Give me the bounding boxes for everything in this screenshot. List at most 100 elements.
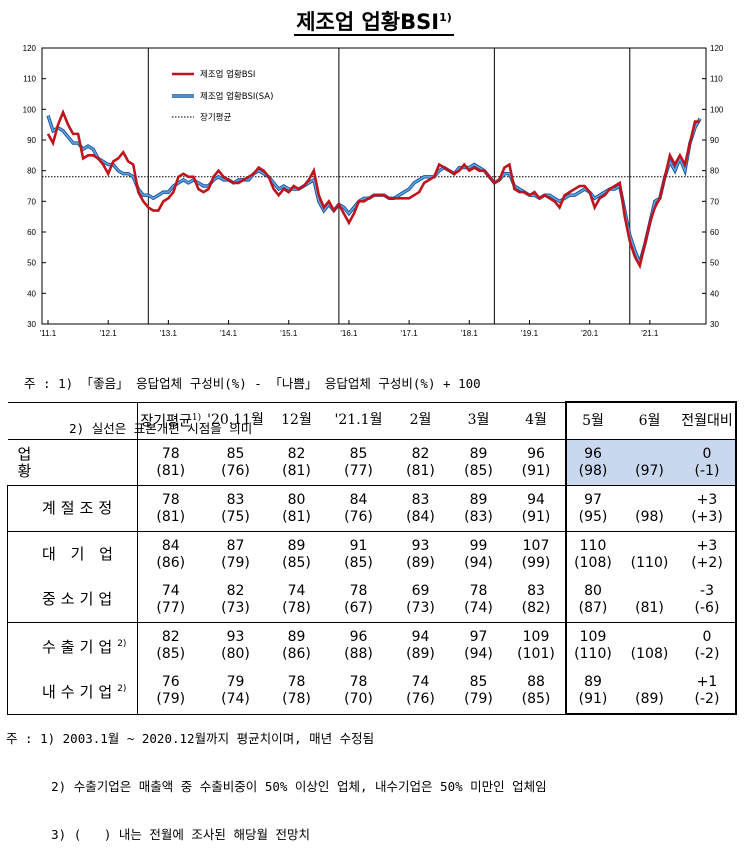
table-cell: (108) <box>619 622 680 668</box>
header-col-4: 2월 <box>391 401 450 440</box>
table-cell: 83 (75) <box>203 485 268 532</box>
table-cell: 85 (77) <box>344 445 373 479</box>
table-cell: 96 (98) <box>564 439 620 486</box>
table-cell: 94 (91) <box>507 485 566 532</box>
table-cell: 79 (74) <box>203 668 268 715</box>
table-cell: 78 (74) <box>464 582 493 616</box>
table-note-3: 3) ( ) 내는 전월에 조사된 해당월 전망치 <box>6 827 310 842</box>
bsi-line-chart: 30 30 40 40 50 50 60 60 70 70 80 80 90 90 100 100 110 110… <box>23 44 724 338</box>
y-tick-label: 40 <box>27 289 36 298</box>
row-label: 수출기업2) <box>7 622 138 668</box>
row-label: 내수기업2) <box>7 668 138 715</box>
table-cell: +3 (+3) <box>679 485 737 532</box>
y-tick-label: 120 <box>23 44 37 53</box>
table-cell: 89 (83) <box>449 485 508 532</box>
y-tick-label-right: 70 <box>710 197 719 206</box>
table-cell: 85 (79) <box>449 668 508 715</box>
table-cell: 89 (85) <box>267 531 326 577</box>
header-col-2: 12월 <box>267 401 326 440</box>
chart-note-1: 주 : 1) 「좋음」 응답업체 구성비(%) - 「나쁨」 응답업체 구성비(… <box>24 376 481 391</box>
x-tick-label: '11.1 <box>40 329 57 338</box>
x-tick-label: '15.1 <box>280 329 298 338</box>
y-tick-label-right: 120 <box>710 44 724 53</box>
table-cell: 0 (-2) <box>679 622 737 668</box>
legend-label: 제조업 업황BSI(SA) <box>200 91 273 102</box>
table-row: 중소기업 74 (77) 82 (73) 74 (78) 78 (67) 69 (73) 78 (74)… <box>7 577 737 623</box>
header-col-3: '21.1월 <box>325 401 392 440</box>
table-cell: 96 (88) <box>325 622 392 668</box>
table-cell: 82 (85) <box>137 622 204 668</box>
table-cell: (89) <box>619 668 680 715</box>
x-tick-label: '14.1 <box>220 329 238 338</box>
table-cell: 97 (95) <box>564 485 620 532</box>
y-tick-label-right: 40 <box>710 289 719 298</box>
table-cell: 74 (77) <box>137 577 204 623</box>
table-cell: 110 (108) <box>564 531 620 577</box>
y-tick-label-right: 80 <box>710 167 719 176</box>
table-cell: 93 (89) <box>391 531 450 577</box>
x-tick-label: '16.1 <box>340 329 358 338</box>
y-tick-label: 60 <box>27 228 36 237</box>
table-cell: 88 (85) <box>507 668 566 715</box>
table-cell: 82 (73) <box>221 582 250 616</box>
x-tick-label: '19.1 <box>521 329 539 338</box>
header-col-5: 3월 <box>449 401 508 440</box>
y-tick-label-right: 50 <box>710 259 719 268</box>
table-row: 내수기업2) 76 (79) 79 (74) 78 (78) 78 (70) 74 (76) 85 (7… <box>7 668 737 715</box>
y-tick-label-right: 110 <box>710 75 723 84</box>
table-cell: 89 (86) <box>267 622 326 668</box>
bsi-table: 장기평균1) '20.11월 12월 '21.1월 2월 3월 4월 5월 6월… <box>7 401 737 715</box>
table-cell: 78 (78) <box>267 668 326 715</box>
table-cell: 69 (73) <box>406 582 435 616</box>
table-cell: 78 (81) <box>137 485 204 532</box>
table-cell: 99 (94) <box>449 531 508 577</box>
y-tick-label-right: 100 <box>710 105 724 114</box>
table-cell: 96 (91) <box>521 445 551 479</box>
table-cell: 83 (82) <box>521 582 551 616</box>
table-cell: (98) <box>619 485 680 532</box>
title-text: 제조업 업황BSI <box>296 10 440 34</box>
table-cell: 80 (87) <box>564 577 620 623</box>
y-tick-label: 70 <box>27 197 36 206</box>
table-cell: 94 (89) <box>391 622 450 668</box>
table-cell: 80 (81) <box>267 485 326 532</box>
table-row: 수출기업2) 82 (85) 93 (80) 89 (86) 96 (88) 94 (89) 97 (9… <box>7 622 737 668</box>
table-cell: +1 (-2) <box>679 668 737 715</box>
table-cell: +3 (+2) <box>679 531 737 577</box>
table-cell: 83 (84) <box>391 485 450 532</box>
table-cell: 82 (81) <box>282 445 311 479</box>
table-cell: (81) <box>635 599 664 616</box>
table-row: 대 기 업 84 (86) 87 (79) 89 (85) 91 (85) 93 (89) 99 (94… <box>7 531 737 577</box>
table-cell: 85 (76) <box>221 445 250 479</box>
table-cell: 78 (67) <box>344 582 373 616</box>
y-tick-label: 30 <box>27 320 36 329</box>
table-cell: 109 (110) <box>564 622 620 668</box>
y-tick-label-right: 60 <box>710 228 719 237</box>
table-cell: -3 (-6) <box>679 577 737 623</box>
x-tick-label: '18.1 <box>461 329 479 338</box>
row-label: 업 황 <box>17 444 102 480</box>
y-tick-label: 90 <box>27 136 36 145</box>
table-row: 계절조정 78 (81) 83 (75) 80 (81) 84 (76) 83 (84) 89 (83)… <box>7 485 737 532</box>
y-tick-label-right: 90 <box>710 136 719 145</box>
x-tick-label: '12.1 <box>100 329 118 338</box>
plot-frame <box>41 47 707 325</box>
row-label: 계절조정 <box>7 485 138 532</box>
header-col-7: 5월 <box>564 401 620 440</box>
table-row: 업 황 78 (81) 85 (76) 82 (81) 85 (77) 82 (81) 89 (85) 9… <box>8 439 737 486</box>
table-cell: (97) <box>619 439 680 486</box>
series-sa-line <box>47 115 701 266</box>
table-cell: 84 (86) <box>137 531 204 577</box>
legend-label: 장기평균 <box>200 112 231 123</box>
header-blank <box>7 401 138 440</box>
x-tick-label: '21.1 <box>641 329 659 338</box>
table-cell: 91 (85) <box>325 531 392 577</box>
table-cell: 93 (80) <box>203 622 268 668</box>
table-cell: 74 (78) <box>282 582 311 616</box>
header-col-8: 6월 <box>619 401 680 440</box>
header-col-1: '20.11월 <box>203 401 268 440</box>
header-col-6: 4월 <box>507 401 566 440</box>
table-cell: 87 (79) <box>203 531 268 577</box>
x-tick-label: '20.1 <box>581 329 599 338</box>
table-cell: (110) <box>619 531 680 577</box>
